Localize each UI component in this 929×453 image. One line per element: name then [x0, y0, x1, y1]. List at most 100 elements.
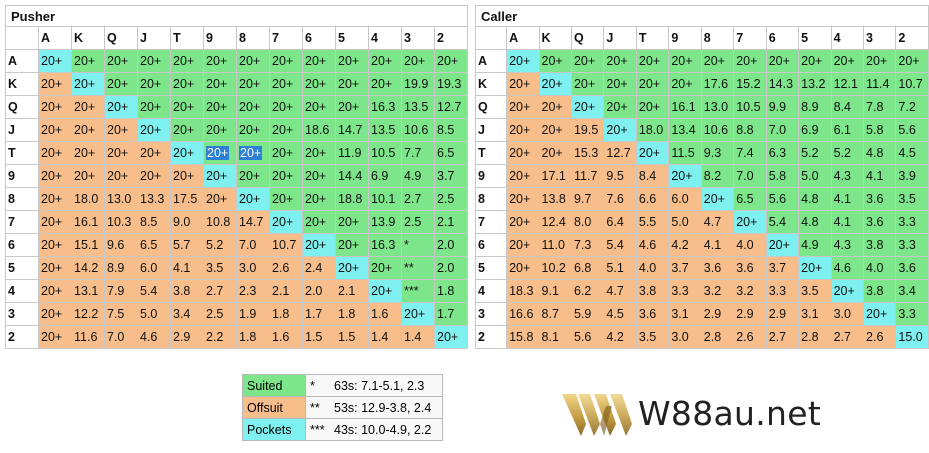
hand-value: 11.5 [671, 146, 695, 160]
hand-value: 6.4 [606, 215, 624, 229]
hand-value: 5.0 [671, 215, 689, 229]
hand-value: 14.7 [338, 123, 363, 137]
hand-cell: 1.8 [335, 302, 369, 326]
hand-cell: 6.0 [137, 256, 171, 280]
hand-value: 8.9 [801, 100, 819, 114]
hand-value: 11.6 [74, 330, 98, 344]
hand-cell: 1.6 [269, 325, 303, 349]
hand-cell: 3.5 [895, 187, 929, 211]
column-header: J [603, 26, 637, 50]
hand-value: 4.3 [833, 238, 851, 252]
hand-cell: 4.3 [830, 164, 865, 188]
hand-value: 16.3 [371, 238, 396, 252]
hand-value: 20+ [140, 100, 162, 114]
hand-value: 3.4 [898, 284, 916, 298]
hand-value: 2.0 [437, 238, 455, 252]
hand-cell: 18.8 [335, 187, 369, 211]
legend-table: Suited * 63s: 7.1-5.1, 2.3 Offsuit ** 53s:… [242, 374, 443, 441]
hand-value: 20+ [74, 123, 96, 137]
row-header: 3 [474, 302, 508, 326]
hand-cell: 13.5 [368, 118, 402, 142]
hand-value: 2.6 [272, 261, 290, 275]
hand-value: 20+ [107, 123, 129, 137]
hand-cell: 12.7 [434, 95, 468, 119]
hand-cell: 20+ [38, 325, 72, 349]
table-row: 6 20+ 11.0 7.3 5.4 4.6 4.2 4.1 4.0 20+ 4.9 4.3 3.8 3.… [474, 233, 929, 257]
hand-value: 9.9 [768, 100, 787, 114]
hand-cell: 13.1 [71, 279, 105, 303]
hand-value: 20+ [107, 77, 129, 91]
hand-cell: 15.0 [895, 325, 929, 349]
hand-cell: 19.3 [434, 72, 468, 96]
hand-cell: 20+ [401, 302, 435, 326]
hand-cell: 20+ [170, 49, 204, 73]
hand-value: 7.3 [573, 238, 592, 252]
hand-cell: 20+ [302, 164, 336, 188]
hand-value: 6.5 [437, 146, 455, 160]
hand-cell: 20+ [506, 187, 540, 211]
hand-value: 6.8 [573, 261, 592, 275]
hand-value: 6.3 [768, 146, 787, 160]
hand-value: 3.8 [173, 284, 191, 298]
hand-value: 20+ [239, 169, 261, 183]
hand-cell: 20+ [170, 141, 204, 165]
hand-cell: 20+ [236, 187, 270, 211]
row-header: K [5, 72, 39, 96]
hand-value: 20+ [736, 54, 758, 68]
hand-cell: 20+ [506, 256, 540, 280]
hand-cell: 20+ [765, 233, 800, 257]
hand-value: 9.3 [703, 146, 722, 160]
hand-value: 20+ [541, 54, 563, 68]
hand-value: 20+ [541, 146, 563, 160]
row-header: 8 [474, 187, 508, 211]
hand-cell: 3.3 [895, 302, 929, 326]
hand-cell: 7.0 [236, 233, 270, 257]
hand-value: 20+ [437, 330, 459, 344]
hand-cell: 3.8 [170, 279, 204, 303]
hand-cell: 2.1 [269, 279, 303, 303]
hand-value: 20+ [173, 54, 195, 68]
hand-value: 20+ [206, 54, 228, 68]
hand-cell: 4.1 [830, 187, 865, 211]
hand-value: 3.1 [801, 307, 819, 321]
hand-value: 20+ [173, 146, 195, 160]
hand-value: 20+ [173, 123, 195, 137]
hand-value: 18.3 [509, 284, 534, 298]
hand-value: 4.2 [606, 330, 624, 344]
hand-value: 2.7 [768, 330, 787, 344]
table-row: 8 20+ 13.8 9.7 7.6 6.6 6.0 20+ 6.5 5.6 4.8 4.1 3.6 3.… [474, 187, 929, 211]
hand-value: 2.5 [404, 215, 422, 229]
hand-value: 9.5 [606, 169, 624, 183]
hand-cell: 20+ [38, 164, 72, 188]
caller-title: Caller [475, 5, 929, 27]
hand-cell: 2.7 [401, 187, 435, 211]
hand-value: 20+ [703, 192, 725, 206]
column-header: 9 [668, 26, 702, 50]
hand-value: 20+ [239, 192, 261, 206]
hand-cell: 20+ [236, 72, 270, 96]
hand-value: 20+ [305, 146, 327, 160]
hand-cell: 5.6 [570, 325, 605, 349]
hand-value: 3.5 [206, 261, 224, 275]
hand-value: 3.2 [736, 284, 754, 298]
column-header: A [38, 26, 72, 50]
hand-cell: 20+ [538, 141, 572, 165]
column-header: 5 [798, 26, 832, 50]
hand-value: 20+ [272, 169, 294, 183]
hand-value: 4.6 [638, 238, 657, 252]
hand-value: 13.3 [140, 192, 165, 206]
hand-value: 6.0 [671, 192, 689, 206]
table-row: 6 20+ 15.1 9.6 6.5 5.7 5.2 7.0 10.7 20+ 20+ 16.3 * 2.… [5, 233, 468, 257]
row-header: 5 [474, 256, 508, 280]
hand-cell: 20+ [506, 164, 540, 188]
hand-value: 20+ [272, 100, 294, 114]
hand-cell: 20+ [38, 118, 72, 142]
hand-value: 7.0 [768, 123, 787, 137]
hand-cell: 17.5 [170, 187, 204, 211]
hand-value: 8.4 [638, 169, 657, 183]
hand-cell: 3.5 [635, 325, 670, 349]
hand-cell: 4.6 [635, 233, 670, 257]
hand-value: 5.4 [768, 215, 787, 229]
hand-cell: 18.0 [71, 187, 105, 211]
hand-cell: 20+ [538, 49, 572, 73]
